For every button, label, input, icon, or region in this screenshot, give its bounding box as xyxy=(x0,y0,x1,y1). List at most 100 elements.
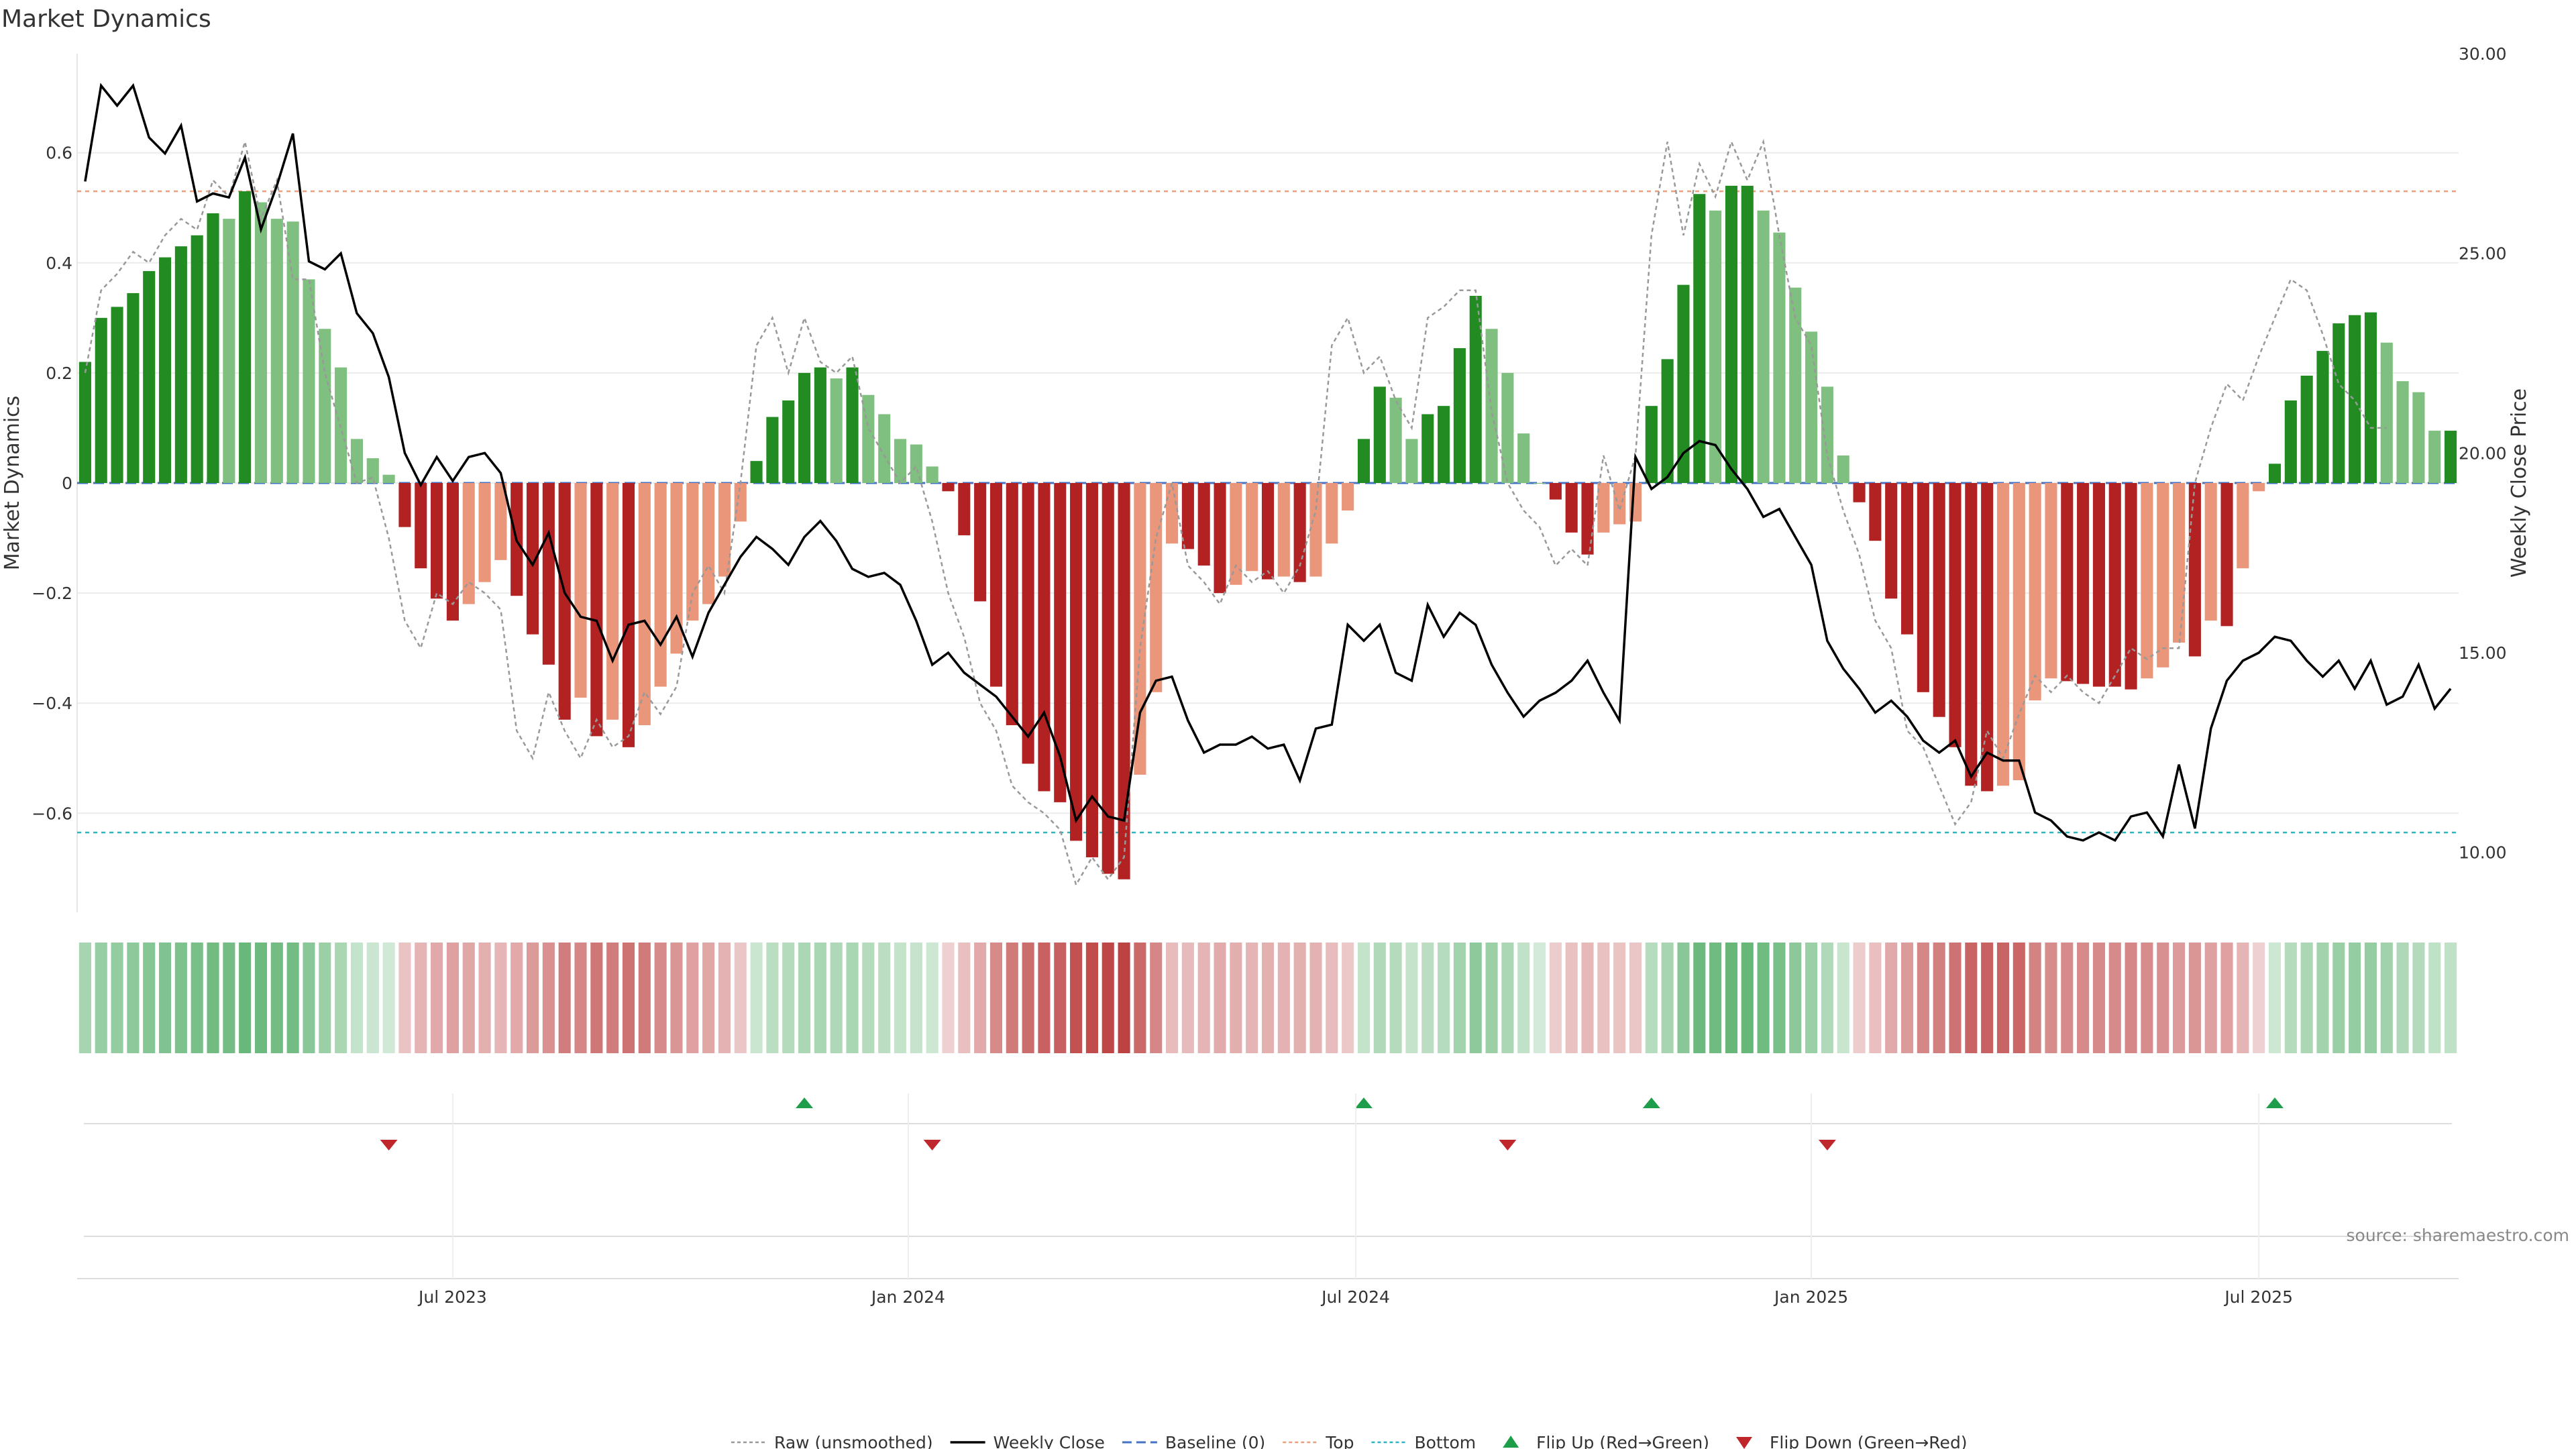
legend-label: Weekly Close xyxy=(994,1433,1105,1449)
bar xyxy=(350,439,363,483)
bar xyxy=(1677,284,1690,483)
flip-up-marker xyxy=(2266,1097,2284,1108)
bar xyxy=(1214,483,1226,594)
heat-cell xyxy=(78,943,91,1053)
heat-cell xyxy=(1533,943,1546,1053)
legend-item-baseline: Baseline (0) xyxy=(1122,1433,1265,1449)
heat-cell xyxy=(1134,943,1146,1053)
bar xyxy=(686,483,699,621)
heat-cell xyxy=(2300,943,2313,1053)
left-tick-label: 0.6 xyxy=(46,144,72,163)
bar xyxy=(2253,483,2265,492)
heat-cell xyxy=(366,943,379,1053)
bar xyxy=(654,483,667,687)
bar xyxy=(366,458,379,483)
legend-label: Flip Up (Red→Green) xyxy=(1536,1433,1709,1449)
bar xyxy=(1421,414,1434,483)
bar xyxy=(2204,483,2217,621)
bar xyxy=(974,483,987,602)
legend: Raw (unsmoothed) Weekly Close Baseline (0)… xyxy=(731,1433,1968,1449)
bar xyxy=(798,372,811,483)
bar xyxy=(766,417,779,483)
heat-cell xyxy=(1453,943,1466,1053)
heat-cell xyxy=(1741,943,1754,1053)
heat-cell xyxy=(1581,943,1594,1053)
heat-cell xyxy=(2204,943,2217,1053)
bar xyxy=(382,474,395,483)
bar xyxy=(2300,376,2313,483)
bar xyxy=(1869,483,1882,541)
bar xyxy=(670,483,683,654)
bar xyxy=(2316,351,2329,483)
heat-cell xyxy=(270,943,283,1053)
heat-cell xyxy=(654,943,667,1053)
flip-up-marker xyxy=(1354,1097,1373,1108)
heat-cell xyxy=(1517,943,1530,1053)
bar xyxy=(2061,483,2074,682)
bar xyxy=(223,219,235,483)
flip-down-marker xyxy=(1499,1140,1517,1150)
heat-cell xyxy=(2045,943,2057,1053)
bar xyxy=(1342,483,1354,511)
heat-cell xyxy=(1357,943,1371,1053)
heat-cell xyxy=(431,943,443,1053)
left-tick-label: 0 xyxy=(62,474,72,493)
heat-cell xyxy=(638,943,651,1053)
bar xyxy=(2173,483,2186,643)
heat-cell xyxy=(2396,943,2409,1053)
heat-cell xyxy=(1773,943,1786,1053)
heat-cell xyxy=(1309,943,1322,1053)
heat-cell xyxy=(1054,943,1067,1053)
heat-cell xyxy=(398,943,411,1053)
bar xyxy=(1565,483,1578,533)
heat-cell xyxy=(1197,943,1210,1053)
heat-cell xyxy=(1085,943,1098,1053)
x-tick-label: Jan 2024 xyxy=(870,1287,945,1307)
x-tick-label: Jul 2023 xyxy=(417,1287,487,1307)
source-note: source: sharemaestro.com xyxy=(2347,1226,2570,1245)
right-tick-label: 20.00 xyxy=(2459,443,2507,463)
heat-cell xyxy=(926,943,938,1053)
bar xyxy=(286,221,299,483)
bar xyxy=(2349,315,2361,483)
bar xyxy=(191,235,203,483)
heat-cell xyxy=(1693,943,1706,1053)
heat-cell xyxy=(622,943,635,1053)
heat-cell xyxy=(1757,943,1770,1053)
legend-label: Top xyxy=(1325,1433,1354,1449)
bar xyxy=(95,317,107,483)
heat-cell xyxy=(846,943,859,1053)
flip-down-marker xyxy=(1818,1140,1836,1150)
heat-cell xyxy=(1246,943,1258,1053)
x-axis: Jul 2023 Jan 2024 Jul 2024 Jan 2025 Jul 2025 xyxy=(77,1093,2459,1307)
bar xyxy=(143,271,156,483)
legend-item-raw: Raw (unsmoothed) xyxy=(731,1433,933,1449)
heat-cell xyxy=(1342,943,1354,1053)
heat-cell xyxy=(1165,943,1179,1053)
bar xyxy=(1597,483,1610,533)
bar xyxy=(1741,185,1754,483)
bar xyxy=(1645,406,1658,483)
bar xyxy=(1038,483,1051,792)
heat-cell xyxy=(1917,943,1929,1053)
heat-cell xyxy=(942,943,955,1053)
heat-cell xyxy=(2077,943,2090,1053)
bar xyxy=(1453,347,1466,483)
bar xyxy=(1102,483,1114,874)
bar xyxy=(398,483,411,527)
heat-cell xyxy=(1677,943,1690,1053)
heat-cell xyxy=(2445,943,2457,1053)
bar xyxy=(494,483,507,560)
heat-cell xyxy=(303,943,315,1053)
heat-cell xyxy=(1438,943,1450,1053)
right-axis: 30.00 25.00 20.00 15.00 10.00 xyxy=(2459,44,2507,863)
bar xyxy=(1885,483,1898,599)
bar xyxy=(1134,483,1146,775)
heat-cell xyxy=(1900,943,1914,1053)
heat-cell xyxy=(1805,943,1818,1053)
heat-cell xyxy=(2253,943,2265,1053)
heat-cell xyxy=(286,943,299,1053)
flip-down-marker xyxy=(923,1140,941,1150)
bar xyxy=(254,202,268,483)
bar xyxy=(127,292,140,483)
